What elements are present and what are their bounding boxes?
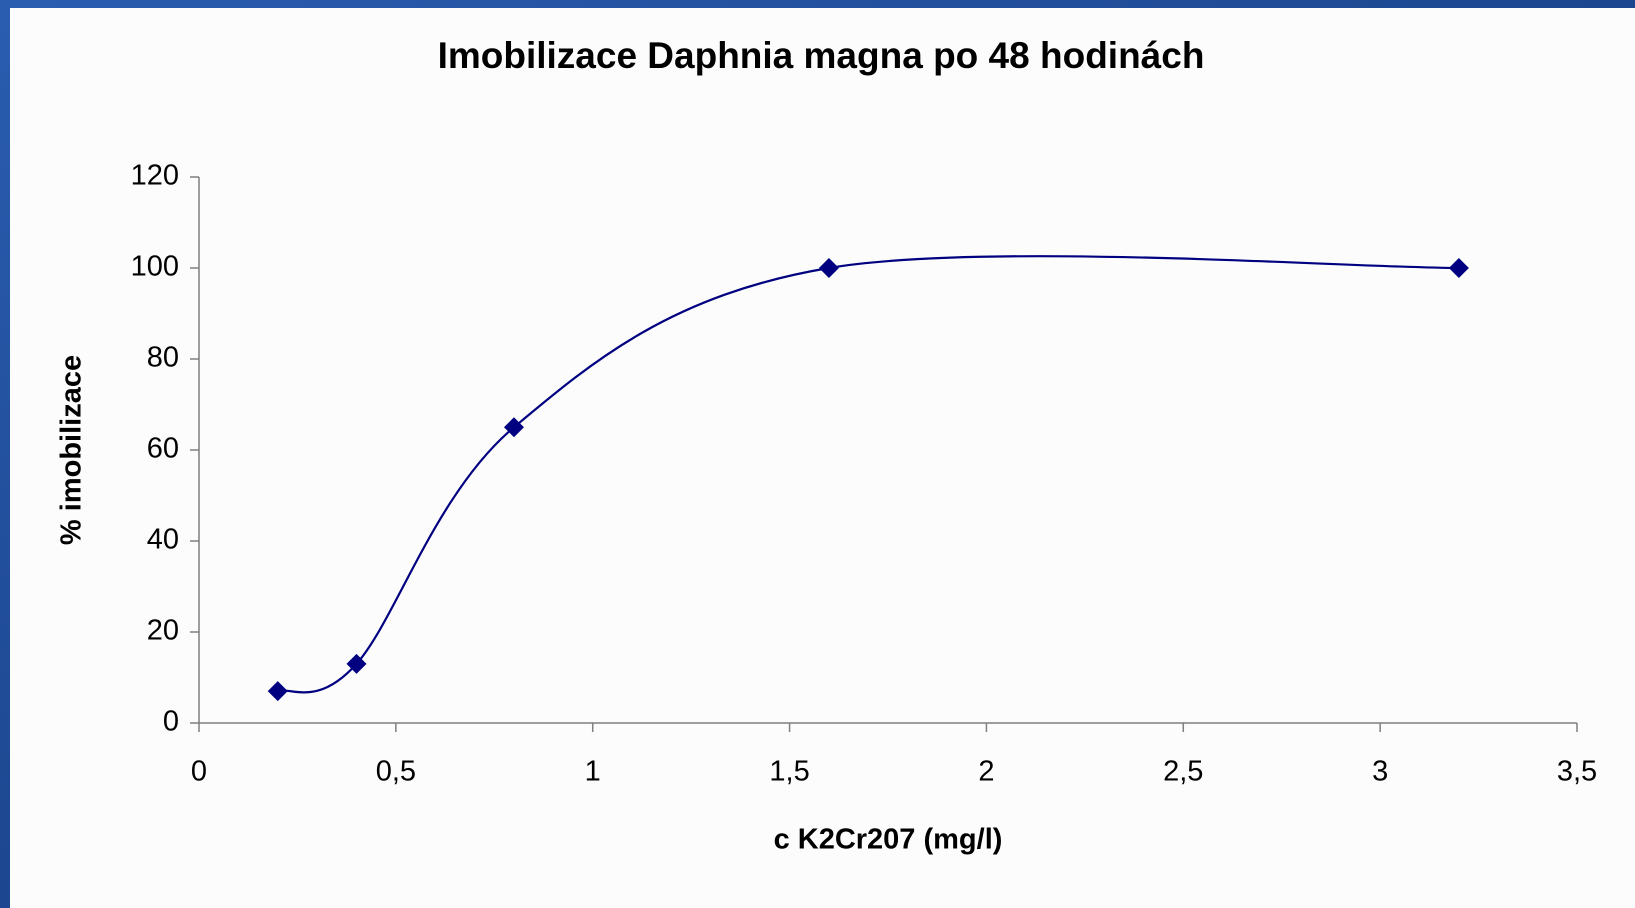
chart-title: Imobilizace Daphnia magna po 48 hodinách bbox=[438, 35, 1205, 76]
x-tick-label: 0 bbox=[191, 756, 207, 788]
x-axis-label: c K2Cr207 (mg/l) bbox=[774, 824, 1003, 856]
y-tick-label: 20 bbox=[147, 615, 179, 647]
data-point bbox=[1448, 258, 1469, 278]
x-tick-label: 0,5 bbox=[376, 756, 416, 788]
y-tick-label: 40 bbox=[147, 524, 179, 556]
x-tick-label: 1 bbox=[585, 756, 601, 788]
x-tick-label: 3 bbox=[1372, 756, 1388, 788]
y-axis-label: % imobilizace bbox=[56, 355, 88, 545]
y-tick-label: 60 bbox=[147, 433, 179, 465]
y-tick-label: 100 bbox=[131, 251, 179, 283]
y-tick-label: 80 bbox=[147, 342, 179, 374]
data-point bbox=[267, 681, 288, 702]
data-point bbox=[818, 258, 839, 278]
x-tick-label: 2,5 bbox=[1163, 756, 1203, 788]
y-tick-label: 0 bbox=[163, 706, 179, 738]
data-point bbox=[346, 653, 367, 674]
x-tick-label: 3,5 bbox=[1557, 756, 1597, 788]
chart-background bbox=[10, 8, 1635, 908]
data-point bbox=[503, 417, 524, 438]
y-tick-label: 120 bbox=[131, 160, 179, 192]
x-tick-label: 1,5 bbox=[769, 756, 809, 788]
x-tick-label: 2 bbox=[978, 756, 994, 788]
